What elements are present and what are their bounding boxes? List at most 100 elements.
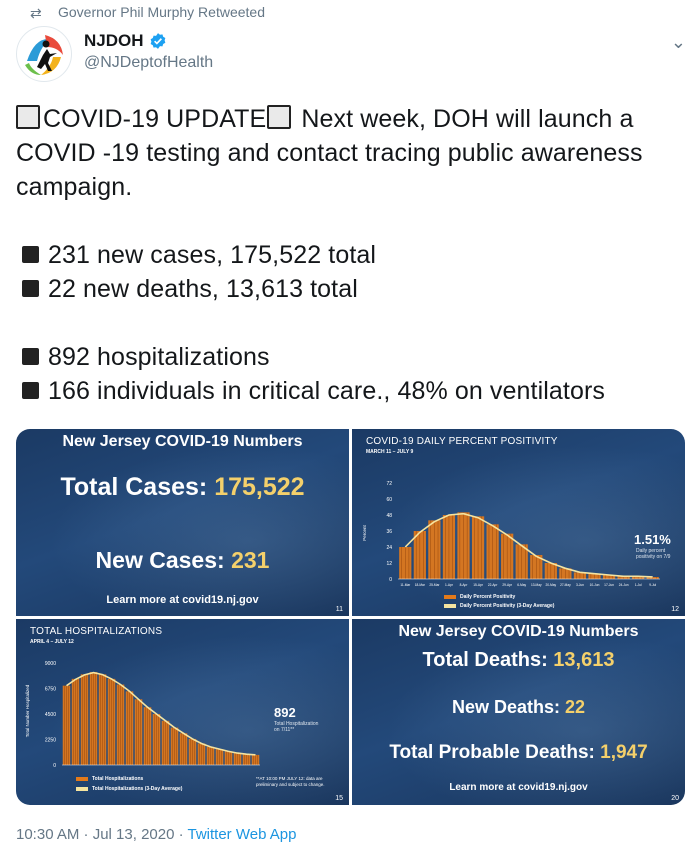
total-cases-label: Total Cases: [60,473,215,501]
slide-number: 11 [335,606,343,613]
tweet-timestamp[interactable]: 10:30 AM · Jul 13, 2020 · [16,826,188,843]
chart-title: COVID-19 DAILY PERCENT POSITIVITY [366,436,558,447]
media-deaths-image[interactable]: New Jersey COVID-19 Numbers Total Deaths… [352,619,685,805]
x-tick-label: 24-Jun [619,583,629,587]
square-emoji-icon [16,105,40,129]
x-tick-label: 11-Mar [400,583,411,587]
bullet-text: 892 hospitalizations [48,343,270,371]
x-tick-label: 18-Mar [415,583,426,587]
hospitalizations-chart: 9000 6750 4500 2250 0 Total Number Hospitaliz… [25,661,260,769]
x-tick-label: 25-Mar [429,583,440,587]
legend-label: Total Hospitalizations (3-Day Average) [92,786,183,792]
black-square-icon [22,246,39,263]
tweet-bullet: 166 individuals in critical care., 48% o… [16,374,688,408]
media-hospitalizations-chart[interactable]: 9000 6750 4500 2250 0 Total Number Hospitaliz… [16,619,349,805]
learn-more-text: Learn more at covid19.nj.gov [449,782,588,793]
chart-subtitle: APRIL 4 – JULY 12 [30,639,74,645]
verified-badge-icon [149,32,167,50]
bullet-text: 231 new cases, 175,522 total [48,241,377,269]
chevron-down-icon[interactable]: ⌄ [670,32,686,52]
author-handle[interactable]: @NJDeptofHealth [84,54,214,71]
x-tick-label: 10-Jun [590,583,600,587]
legend-label: Daily Percent Positivity [460,594,516,600]
tweet-bullet: 892 hospitalizations [16,340,688,374]
learn-more-text: Learn more at covid19.nj.gov [106,594,259,606]
x-tick-label: 13-May [531,583,542,587]
callout-label-line: Daily percent [636,548,666,554]
x-tick-label: 20-May [546,583,557,587]
tweet-footer: 10:30 AM · Jul 13, 2020 · Twitter Web Ap… [16,826,296,843]
x-tick-label: 17-Jun [604,583,614,587]
slide-number: 12 [671,606,679,613]
new-deaths-line: New Deaths: 22 [352,697,685,718]
total-deaths-label: Total Deaths: [422,649,554,671]
probable-deaths-label: Total Probable Deaths: [389,742,601,763]
legend-item: Total Hospitalizations (3-Day Average) [76,786,182,792]
total-deaths-line: Total Deaths: 13,613 [352,649,685,672]
new-cases-label: New Cases: [95,547,232,573]
total-cases-value: 175,522 [214,473,305,501]
legend-label: Total Hospitalizations [92,776,144,782]
y-tick-label: 60 [386,497,392,503]
black-square-icon [22,280,39,297]
chart-subtitle: MARCH 11 – JULY 9 [366,449,414,455]
y-tick-label: 9000 [45,661,56,667]
y-axis-label: Total Number Hospitalized [25,684,30,737]
legend-label: Daily Percent Positivity (3-Day Average) [460,603,555,609]
callout-value: 892 [274,705,296,720]
media-cases-image[interactable]: New Jersey COVID-19 Numbers Total Cases:… [16,429,349,616]
probable-deaths-line: Total Probable Deaths: 1,947 [352,742,685,764]
x-tick-label: 6-May [517,583,526,587]
average-line [404,512,653,578]
media-grid: New Jersey COVID-19 Numbers Total Cases:… [16,429,685,805]
panel-title: New Jersey COVID-19 Numbers [62,433,303,450]
y-axis-label: Percent [362,524,367,540]
y-tick-label: 0 [389,577,392,583]
callout-label-line: Total Hospitalization [274,721,319,727]
legend-item: Total Hospitalizations [76,776,143,782]
avatar[interactable] [16,26,72,82]
y-tick-label: 36 [386,529,392,535]
tweet-heading: COVID-19 UPDATE [43,105,267,133]
black-square-icon [22,382,39,399]
y-tick-label: 48 [386,513,392,519]
y-tick-label: 6750 [45,687,56,693]
tweet-intro: COVID-19 UPDATE Next week, DOH will laun… [16,102,688,204]
x-tick-label: 9-Jul [649,583,656,587]
black-square-icon [22,348,39,365]
callout-label: Total Hospitalization on 7/11** [274,721,318,733]
positivity-chart: 72 60 48 36 24 12 0 Percent 11-Mar 18-Mar 25-Mar 1-… [362,481,660,587]
source-app-link[interactable]: Twitter Web App [187,826,297,843]
y-tick-label: 4500 [45,712,56,718]
new-cases-line: New Cases: 231 [16,547,349,574]
x-tick-label: 15-Apr [473,583,484,587]
callout-label-line: on 7/11** [274,727,295,733]
y-tick-label: 24 [386,545,392,551]
legend-item: Daily Percent Positivity [444,594,515,600]
panel-title: New Jersey COVID-19 Numbers [398,623,639,640]
x-tick-label: 1-Apr [445,583,454,587]
tweet-bullet: 22 new deaths, 13,613 total [16,272,688,306]
chart-footnote: **AT 10:00 PM JULY 12: data are prelimina… [256,776,325,787]
legend-item: Daily Percent Positivity (3-Day Average) [444,603,554,609]
retweet-context[interactable]: Governor Phil Murphy Retweeted [58,4,265,20]
bullet-text: 166 individuals in critical care., 48% o… [48,377,605,405]
total-cases-line: Total Cases: 175,522 [16,473,349,502]
author-name[interactable]: NJDOH [84,31,144,50]
x-tick-label: 27-May [560,583,571,587]
average-line [66,671,256,756]
retweet-icon: ⇄ [30,5,42,21]
author-name-row[interactable]: NJDOH [84,31,213,51]
retweet-text: Governor Phil Murphy Retweeted [58,4,265,20]
author-block: NJDOH @NJDeptofHealth [84,31,213,72]
tweet-bullet: 231 new cases, 175,522 total [16,238,688,272]
tweet-body: COVID-19 UPDATE Next week, DOH will laun… [16,102,688,408]
x-tick-label: 8-Apr [460,583,469,587]
probable-deaths-value: 1,947 [600,742,648,763]
footnote-line: preliminary and subject to change. [256,781,325,787]
y-tick-label: 72 [386,481,392,487]
callout-label-line: positivity on 7/9 [636,554,671,560]
square-emoji-icon [267,105,292,129]
y-tick-label: 2250 [45,738,56,744]
media-positivity-chart[interactable]: 72 60 48 36 24 12 0 Percent 11-Mar 18-Mar 25-Mar 1-… [352,429,685,616]
